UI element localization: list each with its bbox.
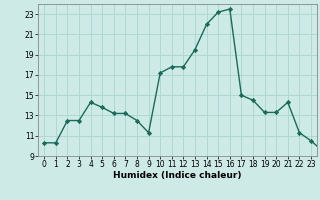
X-axis label: Humidex (Indice chaleur): Humidex (Indice chaleur) (113, 171, 242, 180)
